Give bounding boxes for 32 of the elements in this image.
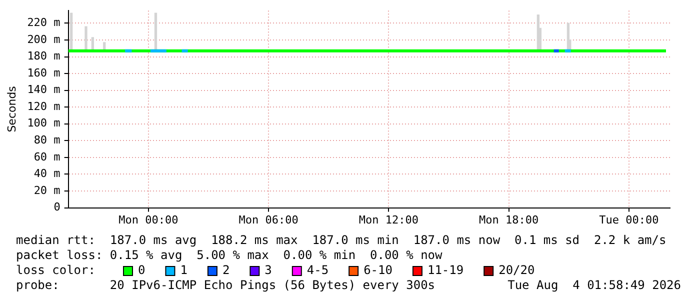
- legend-label: 11-19: [427, 263, 464, 278]
- legend-label: 4-5: [306, 263, 329, 278]
- bar: [84, 26, 88, 52]
- x-tick-label: Mon 00:00: [118, 213, 178, 226]
- text: probe: 20 IPv6-ICMP Echo Pings (56 Bytes) every 300s: [16, 278, 436, 292]
- legend-label: 2: [222, 263, 230, 278]
- y-tick-label: 60 m: [34, 150, 61, 164]
- legend-label: 3: [264, 263, 272, 278]
- legend-label: 20/20: [498, 263, 535, 278]
- y-tick-label: 180 m: [27, 50, 61, 63]
- text: packet loss: 0.15 % avg 5.00 % max 0.00 % min 0.00 % now: [16, 248, 444, 262]
- text: median rtt: 187.0 ms avg 188.2 ms max 187.0 ms min 187.0 ms now 0.1 ms sd 2.2 k am/s: [16, 233, 666, 248]
- legend-label: 6-10: [364, 263, 392, 278]
- y-tick-label: 0: [54, 200, 60, 214]
- y-tick-label: 200 m: [27, 32, 61, 46]
- x-tick-label: Mon 18:00: [479, 213, 539, 226]
- y-axis-title: Seconds: [5, 86, 18, 132]
- x-tick-label: Mon 06:00: [238, 213, 298, 226]
- y-tick-label: 100 m: [27, 116, 61, 130]
- legend-label: 0: [138, 263, 146, 278]
- text: Tue Aug 4 01:58:49 2026: [508, 278, 681, 292]
- legend-label: 1: [180, 263, 188, 278]
- y-tick-label: 20 m: [34, 184, 61, 197]
- y-tick-label: 40 m: [34, 167, 61, 180]
- y-tick-label: 120 m: [27, 100, 61, 113]
- x-tick-label: Mon 12:00: [358, 213, 418, 226]
- y-tick-label: 80 m: [34, 134, 61, 147]
- y-tick-label: 140 m: [27, 83, 61, 96]
- y-tick-label: 220 m: [27, 16, 61, 30]
- x-tick-label: Tue 00:00: [599, 213, 659, 226]
- y-tick-label: 160 m: [27, 66, 61, 80]
- legend-title: loss color:: [16, 263, 96, 278]
